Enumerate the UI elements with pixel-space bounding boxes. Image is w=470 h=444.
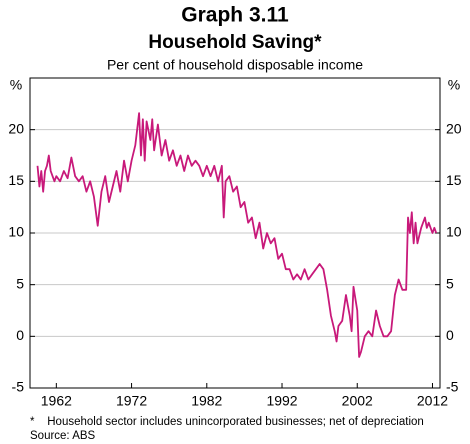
y-tick-label-right: 0 (446, 327, 454, 343)
x-tick-label: 2012 (417, 393, 448, 409)
y-unit-right: % (448, 77, 460, 93)
y-tick-label-right: 5 (446, 275, 454, 291)
y-tick-label-right: 10 (446, 224, 462, 240)
x-tick-label: 1992 (266, 393, 297, 409)
y-tick-label-left: 0 (16, 327, 24, 343)
y-tick-label-right: 20 (446, 120, 462, 136)
y-tick-label-left: 15 (8, 172, 24, 188)
x-tick-label: 1982 (191, 393, 222, 409)
y-tick-label-left: 10 (8, 224, 24, 240)
x-tick-label: 2002 (342, 393, 373, 409)
series-line (36, 112, 438, 358)
x-tick-label: 1962 (41, 393, 72, 409)
caption: Per cent of household disposable income (107, 57, 363, 73)
source: Source: ABS (30, 430, 96, 442)
y-tick-label-right: -5 (446, 379, 459, 395)
y-unit-left: % (10, 77, 22, 93)
y-tick-label-left: 20 (8, 120, 24, 136)
plot-frame (29, 77, 441, 389)
y-tick-label-left: -5 (12, 379, 25, 395)
x-tick-label: 1972 (116, 393, 147, 409)
chart-title: Graph 3.11 (181, 4, 289, 27)
chart-subtitle: Household Saving* (148, 32, 322, 53)
y-tick-label-right: 15 (446, 172, 462, 188)
y-tick-label-left: 5 (16, 275, 24, 291)
footnote: * Household sector includes unincorporat… (30, 416, 424, 428)
